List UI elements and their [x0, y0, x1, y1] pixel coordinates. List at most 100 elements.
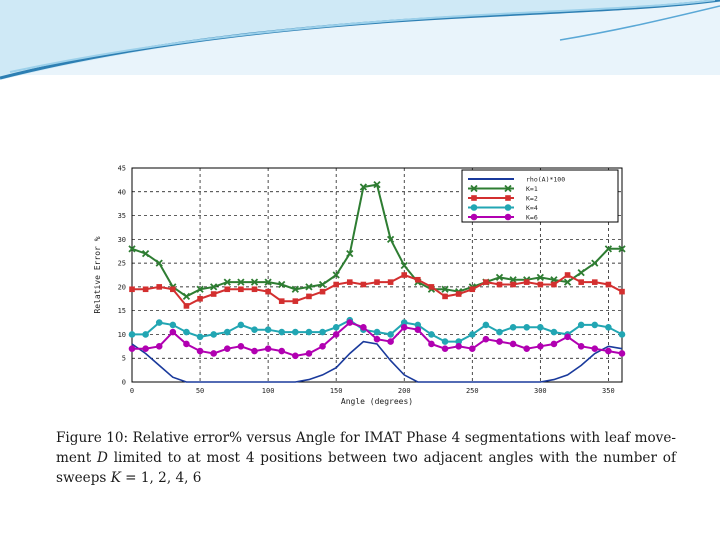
- data-point-circle-marker: [387, 331, 394, 338]
- data-point-circle-marker: [564, 333, 571, 341]
- figure-panel: 0 50 100 150 200 250 300 350 0 5 10 15 20 25 30 35 40 45 …: [36, 152, 684, 497]
- data-point-x-marker: [210, 283, 218, 291]
- figure-caption: Figure 10: Relative error% versus Angle …: [56, 428, 676, 488]
- data-point-circle-marker: [577, 321, 585, 329]
- data-point-x-marker: [495, 273, 504, 282]
- data-point-circle-marker: [155, 343, 163, 350]
- data-point-x-marker: [386, 235, 395, 243]
- data-point-circle-marker: [183, 340, 190, 348]
- data-point-circle-marker: [618, 331, 626, 338]
- data-point-x-marker: [182, 292, 191, 301]
- data-point-square-marker: [197, 295, 203, 302]
- data-point-square-marker: [292, 298, 299, 304]
- data-point-square-marker: [360, 281, 367, 288]
- data-point-square-marker: [142, 286, 149, 293]
- series-k-2: [129, 272, 625, 309]
- data-point-x-marker: [504, 184, 512, 193]
- series-layer: [128, 181, 626, 383]
- x-tick-label: 150: [330, 387, 343, 395]
- data-point-circle-marker: [278, 328, 286, 336]
- data-point-circle-marker: [400, 324, 408, 331]
- data-point-circle-marker: [428, 331, 435, 338]
- data-point-circle-marker: [504, 213, 512, 221]
- legend-label-k-2: K=2: [526, 195, 538, 203]
- data-point-circle-marker: [319, 343, 326, 350]
- data-point-x-marker: [305, 283, 313, 291]
- data-point-circle-marker: [237, 321, 245, 329]
- data-point-circle-marker: [496, 338, 503, 345]
- data-point-circle-marker: [470, 204, 478, 211]
- data-point-square-marker: [537, 281, 544, 288]
- data-point-square-marker: [471, 195, 477, 201]
- data-point-x-marker: [278, 280, 286, 289]
- data-point-circle-marker: [237, 343, 245, 350]
- data-point-circle-marker: [169, 321, 177, 329]
- data-point-square-marker: [605, 281, 612, 288]
- y-tick-label: 20: [118, 283, 126, 291]
- data-point-x-marker: [536, 273, 544, 282]
- data-point-square-marker: [238, 286, 244, 293]
- data-point-circle-marker: [319, 328, 326, 336]
- data-point-x-marker: [196, 285, 204, 293]
- data-point-square-marker: [505, 195, 511, 201]
- legend-label-rho-a-100: rho(A)*100: [526, 176, 565, 184]
- data-point-circle-marker: [618, 350, 626, 357]
- data-point-circle-marker: [605, 324, 612, 331]
- data-point-circle-marker: [387, 338, 394, 345]
- data-point-circle-marker: [523, 324, 531, 331]
- y-tick-label: 15: [118, 307, 126, 315]
- y-tick-label: 5: [122, 355, 126, 363]
- y-tick-label: 35: [118, 212, 126, 220]
- data-point-circle-marker: [373, 335, 381, 343]
- data-point-square-marker: [265, 288, 271, 295]
- data-point-circle-marker: [264, 345, 272, 353]
- data-point-circle-marker: [305, 350, 313, 357]
- data-point-square-marker: [251, 286, 258, 293]
- data-point-square-marker: [224, 286, 231, 293]
- data-point-square-marker: [319, 288, 326, 295]
- data-point-x-marker: [470, 184, 478, 193]
- series-rho-a-100: [131, 340, 623, 383]
- data-point-circle-marker: [251, 326, 258, 333]
- data-point-square-marker: [278, 298, 285, 304]
- data-point-circle-marker: [468, 331, 476, 338]
- legend-label-k-6: K=6: [526, 214, 538, 222]
- data-point-square-marker: [483, 279, 489, 285]
- data-point-circle-marker: [278, 347, 286, 355]
- data-point-circle-marker: [537, 343, 544, 350]
- series-k-4: [128, 316, 626, 345]
- data-point-circle-marker: [455, 343, 462, 350]
- data-point-circle-marker: [128, 345, 136, 353]
- data-point-square-marker: [496, 281, 503, 288]
- x-tick-label: 300: [534, 387, 547, 395]
- data-point-x-marker: [237, 278, 245, 286]
- x-axis-title: Angle (degrees): [341, 397, 413, 406]
- y-tick-label: 45: [118, 165, 126, 173]
- data-point-circle-marker: [346, 319, 354, 326]
- data-point-circle-marker: [210, 331, 217, 338]
- data-point-circle-marker: [591, 345, 599, 353]
- data-point-x-marker: [264, 278, 272, 286]
- x-tick-label: 0: [130, 387, 134, 395]
- data-point-circle-marker: [155, 319, 163, 326]
- data-point-circle-marker: [210, 350, 217, 357]
- data-point-x-marker: [346, 249, 354, 258]
- data-point-x-marker: [373, 181, 381, 189]
- data-point-circle-marker: [196, 333, 204, 341]
- tick-labels: 0 50 100 150 200 250 300 350 0 5 10 15 20 25 30 35 40 45: [118, 165, 615, 396]
- data-point-x-marker: [155, 259, 163, 267]
- legend-label-k-4: K=4: [526, 204, 538, 212]
- data-point-circle-marker: [591, 321, 599, 329]
- data-point-square-marker: [591, 279, 598, 285]
- data-point-square-marker: [415, 276, 421, 283]
- data-point-circle-marker: [360, 324, 367, 331]
- data-point-circle-marker: [605, 347, 612, 355]
- data-point-square-marker: [183, 303, 190, 309]
- x-tick-label: 200: [398, 387, 411, 395]
- data-point-circle-marker: [523, 345, 531, 353]
- data-point-square-marker: [306, 293, 312, 300]
- data-point-circle-marker: [183, 328, 190, 336]
- data-point-x-marker: [577, 268, 585, 277]
- legend-label-k-1: K=1: [526, 185, 538, 193]
